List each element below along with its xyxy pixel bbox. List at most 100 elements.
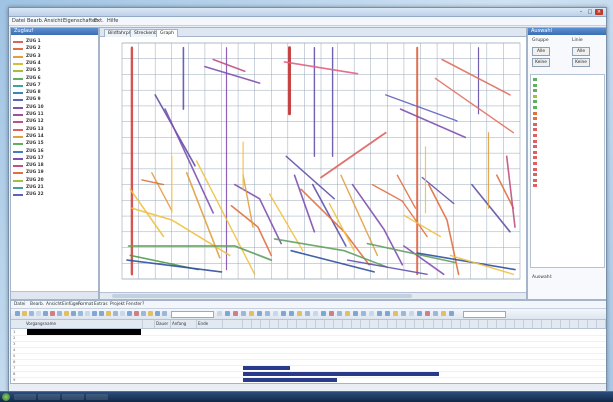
train-list-item[interactable]: ZUG 5 xyxy=(13,67,97,74)
route-checkbox[interactable] xyxy=(533,156,537,160)
route-checkbox[interactable] xyxy=(533,173,537,177)
route-list-item[interactable] xyxy=(533,127,603,132)
route-list-item[interactable] xyxy=(533,105,603,110)
route-list-item[interactable] xyxy=(533,88,603,93)
toolbar-icon[interactable] xyxy=(321,311,326,316)
taskbar-app-button[interactable] xyxy=(86,394,108,400)
menu-item-6[interactable]: Hilfe xyxy=(107,18,119,24)
gantt-column-header-2[interactable] xyxy=(143,320,155,328)
toolbar-icon[interactable] xyxy=(249,311,254,316)
toolbar-icon[interactable] xyxy=(281,311,286,316)
train-list-item[interactable]: ZUG 3 xyxy=(13,53,97,60)
minimize-button[interactable]: – xyxy=(579,9,583,15)
train-list-item[interactable]: ZUG 17 xyxy=(13,155,97,162)
gantt-column-header-3[interactable]: Dauer xyxy=(155,320,171,328)
toolbar-icon[interactable] xyxy=(313,311,318,316)
route-list-item[interactable] xyxy=(533,133,603,138)
toolbar-icon[interactable] xyxy=(329,311,334,316)
route-list-item[interactable] xyxy=(533,144,603,149)
toolbar-icon[interactable] xyxy=(353,311,358,316)
toolbar-icon[interactable] xyxy=(85,311,90,316)
gantt-column-header-4[interactable]: Anfang xyxy=(171,320,197,328)
toolbar-icon[interactable] xyxy=(148,311,153,316)
train-list-item[interactable]: ZUG 12 xyxy=(13,118,97,125)
toolbar-icon[interactable] xyxy=(120,311,125,316)
table-row[interactable]: 3 xyxy=(11,341,606,348)
toolbar-icon[interactable] xyxy=(361,311,366,316)
toolbar-icon[interactable] xyxy=(134,311,139,316)
train-list-item[interactable]: ZUG 16 xyxy=(13,148,97,155)
route-checkbox[interactable] xyxy=(533,145,537,149)
taskbar-app-button[interactable] xyxy=(62,394,84,400)
menu-item-4[interactable]: Eigenschaften xyxy=(63,18,99,24)
toolbar-icon[interactable] xyxy=(257,311,262,316)
route-list-item[interactable] xyxy=(533,161,603,166)
train-list-item[interactable]: ZUG 20 xyxy=(13,177,97,184)
toolbar-icon[interactable] xyxy=(305,311,310,316)
toolbar-icon[interactable] xyxy=(162,311,167,316)
route-list-item[interactable] xyxy=(533,139,603,144)
route-list-item[interactable] xyxy=(533,122,603,127)
gantt-menu-item-5[interactable]: Format xyxy=(78,302,94,307)
toolbar-icon[interactable] xyxy=(417,311,422,316)
route-checkbox[interactable] xyxy=(533,78,537,81)
route-list-item[interactable] xyxy=(533,99,603,104)
search-field[interactable] xyxy=(463,311,506,318)
toolbar-icon[interactable] xyxy=(297,311,302,316)
train-graph[interactable] xyxy=(100,37,526,292)
route-checkbox[interactable] xyxy=(533,122,537,126)
gantt-menu-item-3[interactable]: Ansicht xyxy=(46,302,62,307)
toolbar-icon[interactable] xyxy=(385,311,390,316)
table-row[interactable]: 4 xyxy=(11,347,606,354)
gantt-menu-item-4[interactable]: Einfügen xyxy=(62,302,81,307)
route-list-item[interactable] xyxy=(533,150,603,155)
train-list-item[interactable]: ZUG 2 xyxy=(13,45,97,52)
table-row[interactable]: 8 xyxy=(11,371,606,378)
route-list-item[interactable] xyxy=(533,77,603,82)
gantt-bar[interactable] xyxy=(243,366,291,370)
toolbar-icon[interactable] xyxy=(113,311,118,316)
toolbar-icon[interactable] xyxy=(36,311,41,316)
toolbar-icon[interactable] xyxy=(377,311,382,316)
toolbar-icon[interactable] xyxy=(289,311,294,316)
route-list-item[interactable] xyxy=(533,155,603,160)
train-list-item[interactable]: ZUG 4 xyxy=(13,60,97,67)
toolbar-icon[interactable] xyxy=(127,311,132,316)
route-checkbox[interactable] xyxy=(533,111,537,115)
train-list-item[interactable]: ZUG 10 xyxy=(13,104,97,111)
toolbar-icon[interactable] xyxy=(22,311,27,316)
toolbar-icon[interactable] xyxy=(409,311,414,316)
taskbar-app-button[interactable] xyxy=(38,394,60,400)
route-checkbox[interactable] xyxy=(533,94,537,98)
graph-tab-3[interactable]: Graph xyxy=(156,29,179,37)
route-list-item[interactable] xyxy=(533,83,603,88)
train-list-item[interactable]: ZUG 15 xyxy=(13,140,97,147)
train-list-item[interactable]: ZUG 21 xyxy=(13,184,97,191)
zoom-field[interactable] xyxy=(171,311,214,318)
menu-item-3[interactable]: Ansicht xyxy=(44,18,63,24)
toolbar-icon[interactable] xyxy=(106,311,111,316)
train-list-item[interactable]: ZUG 22 xyxy=(13,191,97,198)
close-button[interactable]: × xyxy=(595,9,603,15)
gantt-menu-item-8[interactable]: Fenster xyxy=(126,302,142,307)
gantt-menu-item-7[interactable]: Projekt xyxy=(110,302,125,307)
route-list-item[interactable] xyxy=(533,94,603,99)
gantt-bar[interactable] xyxy=(243,378,338,382)
menu-item-1[interactable]: Datei xyxy=(12,18,26,24)
toolbar-icon[interactable] xyxy=(393,311,398,316)
toolbar-icon[interactable] xyxy=(273,311,278,316)
route-checkbox[interactable] xyxy=(533,178,537,182)
table-row[interactable]: 2 xyxy=(11,335,606,342)
route-list-item[interactable] xyxy=(533,172,603,177)
gantt-column-header-1[interactable]: Vorgangsname xyxy=(25,320,143,328)
gantt-menu-item-6[interactable]: Extras xyxy=(94,302,108,307)
toolbar-icon[interactable] xyxy=(50,311,55,316)
maximize-button[interactable]: □ xyxy=(587,9,593,15)
select-no-groups-button[interactable]: Keine xyxy=(532,58,550,67)
route-checkbox[interactable] xyxy=(533,128,537,132)
route-list-item[interactable] xyxy=(533,116,603,121)
route-checkbox[interactable] xyxy=(533,184,537,188)
train-list-item[interactable]: ZUG 11 xyxy=(13,111,97,118)
route-checkbox[interactable] xyxy=(533,139,537,143)
toolbar-icon[interactable] xyxy=(401,311,406,316)
